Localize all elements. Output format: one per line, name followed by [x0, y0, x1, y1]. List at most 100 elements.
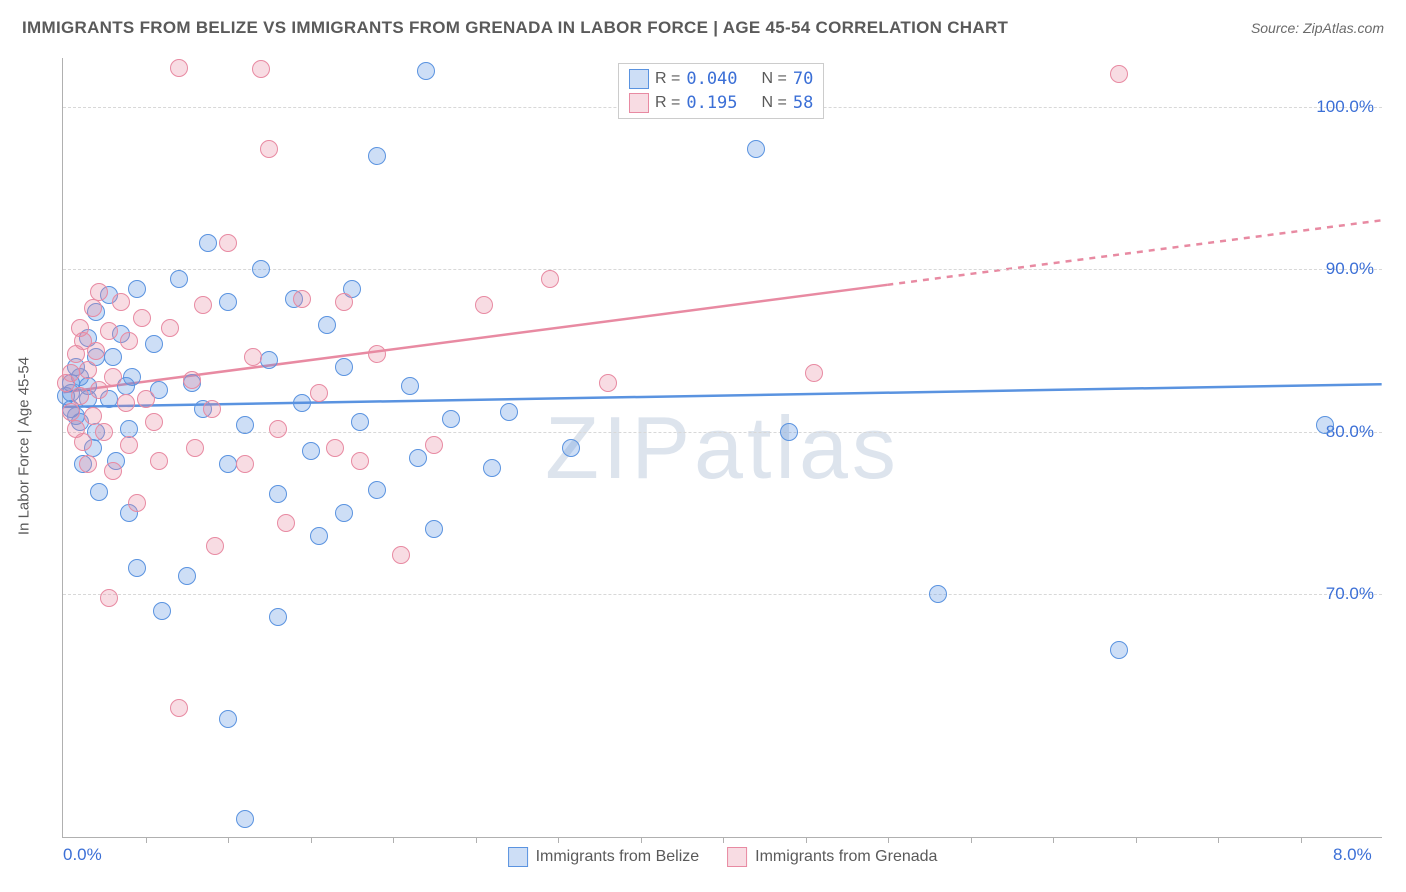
legend-n-label: N = — [762, 91, 787, 115]
legend-swatch — [629, 93, 649, 113]
legend-stats: R =0.040N =70R =0.195N =58 — [618, 63, 824, 119]
scatter-point — [351, 413, 369, 431]
legend-series: Immigrants from Belize Immigrants from Gr… — [508, 847, 938, 867]
x-tick — [146, 837, 147, 843]
scatter-point — [90, 483, 108, 501]
x-tick — [1218, 837, 1219, 843]
scatter-point — [335, 504, 353, 522]
scatter-point — [104, 368, 122, 386]
scatter-point — [170, 270, 188, 288]
scatter-point — [236, 810, 254, 828]
legend-swatch — [508, 847, 528, 867]
gridline — [63, 432, 1382, 433]
scatter-point — [178, 567, 196, 585]
scatter-point — [425, 436, 443, 454]
scatter-point — [206, 537, 224, 555]
x-tick — [723, 837, 724, 843]
scatter-point — [62, 403, 80, 421]
x-tick-label: 8.0% — [1333, 845, 1372, 865]
plot-area: ZIPatlas 70.0%80.0%90.0%100.0%0.0%8.0%R … — [62, 58, 1382, 838]
legend-n-value: 58 — [793, 91, 813, 115]
scatter-point — [368, 345, 386, 363]
scatter-point — [100, 589, 118, 607]
legend-series-item: Immigrants from Grenada — [727, 847, 937, 867]
scatter-point — [310, 527, 328, 545]
scatter-point — [310, 384, 328, 402]
scatter-point — [417, 62, 435, 80]
x-tick — [806, 837, 807, 843]
scatter-point — [123, 368, 141, 386]
scatter-point — [194, 296, 212, 314]
scatter-point — [318, 316, 336, 334]
scatter-point — [541, 270, 559, 288]
scatter-point — [87, 342, 105, 360]
scatter-point — [145, 413, 163, 431]
scatter-point — [252, 260, 270, 278]
x-tick — [641, 837, 642, 843]
scatter-point — [133, 309, 151, 327]
scatter-point — [236, 455, 254, 473]
scatter-point — [71, 387, 89, 405]
scatter-point — [475, 296, 493, 314]
watermark: ZIPatlas — [545, 397, 900, 499]
x-tick — [888, 837, 889, 843]
scatter-point — [219, 455, 237, 473]
legend-series-item: Immigrants from Belize — [508, 847, 700, 867]
scatter-point — [120, 332, 138, 350]
scatter-point — [186, 439, 204, 457]
scatter-point — [929, 585, 947, 603]
x-tick — [393, 837, 394, 843]
scatter-point — [500, 403, 518, 421]
scatter-point — [335, 358, 353, 376]
scatter-point — [252, 60, 270, 78]
scatter-point — [260, 140, 278, 158]
scatter-point — [90, 283, 108, 301]
scatter-point — [351, 452, 369, 470]
scatter-point — [128, 559, 146, 577]
scatter-point — [780, 423, 798, 441]
y-tick-label: 70.0% — [1326, 584, 1374, 604]
chart-title: IMMIGRANTS FROM BELIZE VS IMMIGRANTS FRO… — [22, 18, 1008, 38]
scatter-point — [219, 293, 237, 311]
scatter-point — [392, 546, 410, 564]
scatter-point — [244, 348, 262, 366]
y-axis-label: In Labor Force | Age 45-54 — [16, 357, 33, 535]
scatter-point — [277, 514, 295, 532]
scatter-point — [425, 520, 443, 538]
legend-swatch — [727, 847, 747, 867]
scatter-point — [120, 436, 138, 454]
scatter-point — [293, 290, 311, 308]
trend-line — [63, 384, 1381, 407]
gridline — [63, 594, 1382, 595]
scatter-point — [260, 351, 278, 369]
scatter-point — [747, 140, 765, 158]
trend-lines-layer — [63, 58, 1382, 837]
scatter-point — [117, 394, 135, 412]
scatter-point — [170, 59, 188, 77]
scatter-point — [1316, 416, 1334, 434]
legend-swatch — [629, 69, 649, 89]
x-tick-label: 0.0% — [63, 845, 102, 865]
x-tick — [1053, 837, 1054, 843]
legend-series-label: Immigrants from Belize — [536, 848, 700, 866]
x-tick — [1301, 837, 1302, 843]
x-tick — [311, 837, 312, 843]
legend-stats-row: R =0.195N =58 — [629, 91, 813, 115]
scatter-point — [599, 374, 617, 392]
x-tick — [558, 837, 559, 843]
legend-r-value: 0.040 — [686, 67, 737, 91]
scatter-point — [199, 234, 217, 252]
y-tick-label: 100.0% — [1316, 97, 1374, 117]
scatter-point — [442, 410, 460, 428]
scatter-point — [293, 394, 311, 412]
legend-series-label: Immigrants from Grenada — [755, 848, 937, 866]
scatter-point — [95, 423, 113, 441]
scatter-point — [79, 361, 97, 379]
scatter-point — [335, 293, 353, 311]
scatter-point — [1110, 65, 1128, 83]
legend-r-label: R = — [655, 91, 680, 115]
scatter-point — [104, 462, 122, 480]
scatter-point — [170, 699, 188, 717]
scatter-point — [562, 439, 580, 457]
scatter-point — [269, 485, 287, 503]
